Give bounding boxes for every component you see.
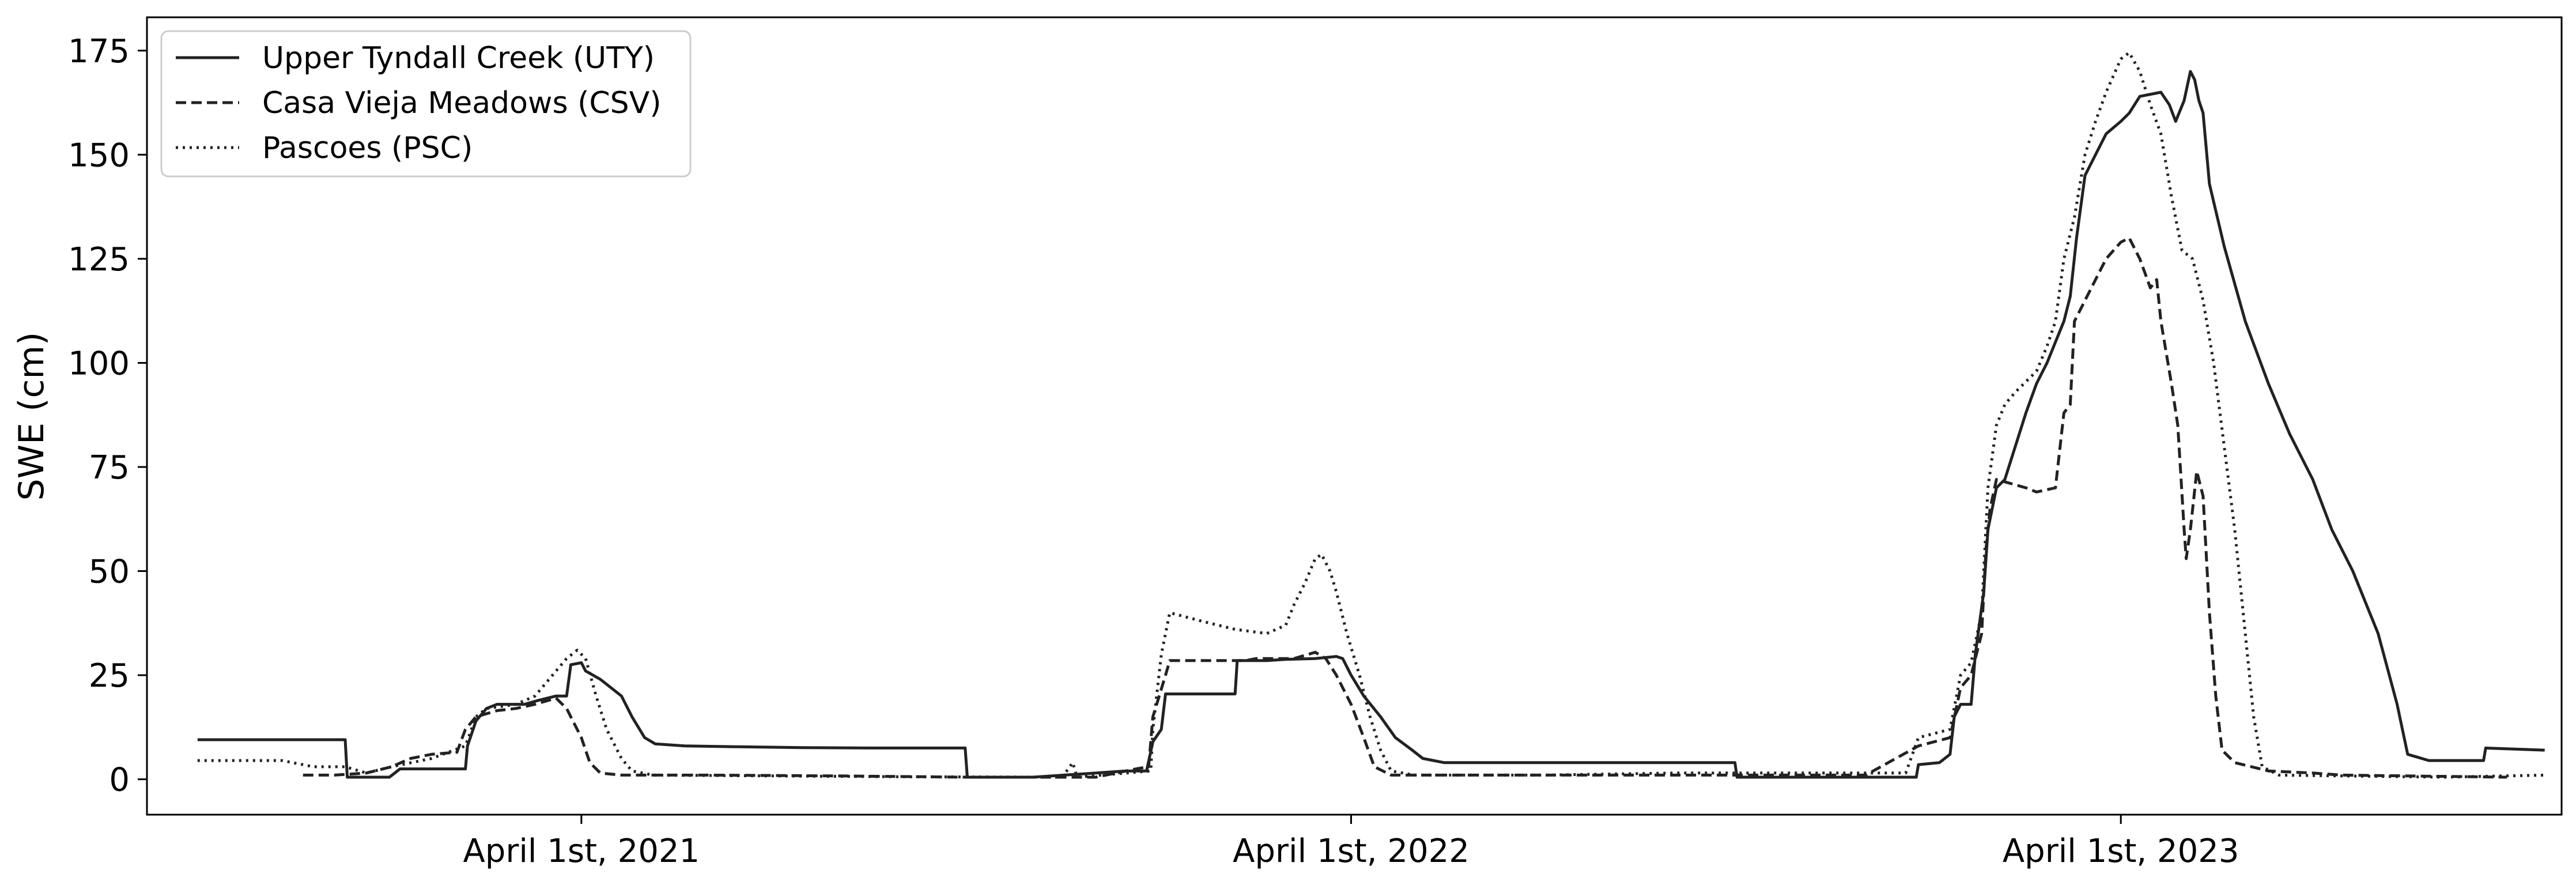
y-tick-label: 25 — [89, 657, 130, 695]
y-tick-label: 175 — [68, 33, 130, 70]
x-axis: April 1st, 2021 April 1st, 2022 April 1st,… — [463, 815, 2239, 870]
y-tick-label: 75 — [89, 449, 130, 487]
y-tick-label: 150 — [68, 137, 130, 174]
plot-lines — [197, 51, 2545, 779]
y-axis-title: SWE (cm) — [12, 332, 52, 501]
csv-series-line — [303, 236, 2507, 779]
psc-series-line — [197, 51, 2545, 779]
legend-box — [160, 30, 692, 178]
x-tick-label: April 1st, 2022 — [1233, 833, 1470, 870]
x-tick-label: April 1st, 2023 — [2003, 833, 2239, 870]
y-tick-label: 125 — [68, 241, 130, 278]
y-tick-label: 100 — [68, 345, 130, 382]
plot-area-frame — [146, 16, 2563, 816]
x-tick-label: April 1st, 2021 — [463, 833, 700, 870]
legend-label-csv: Casa Vieja Meadows (CSV) — [262, 86, 662, 120]
legend-label-uty: Upper Tyndall Creek (UTY) — [262, 41, 655, 76]
y-axis: 0 25 50 75 100 125 150 175 — [68, 33, 147, 799]
legend-label-psc: Pascoes (PSC) — [262, 131, 473, 165]
uty-series-line — [197, 70, 2545, 779]
y-tick-label: 50 — [89, 553, 130, 591]
y-tick-label: 0 — [109, 762, 130, 799]
legend: Upper Tyndall Creek (UTY) Casa Vieja Mea… — [160, 30, 692, 178]
